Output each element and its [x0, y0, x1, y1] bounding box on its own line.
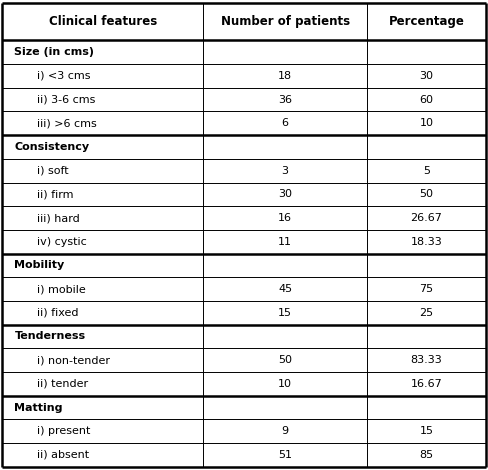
- Text: 16: 16: [278, 213, 292, 223]
- Text: 30: 30: [278, 189, 292, 199]
- Text: Clinical features: Clinical features: [49, 16, 157, 28]
- Text: 5: 5: [423, 166, 430, 176]
- Text: 6: 6: [282, 118, 288, 128]
- Text: 15: 15: [278, 308, 292, 318]
- Text: 9: 9: [282, 426, 288, 436]
- Text: Size (in cms): Size (in cms): [15, 47, 95, 57]
- Text: i) <3 cms: i) <3 cms: [37, 71, 90, 81]
- Text: 30: 30: [419, 71, 433, 81]
- Text: 16.67: 16.67: [410, 379, 442, 389]
- Text: 25: 25: [419, 308, 433, 318]
- Text: 85: 85: [419, 450, 433, 460]
- Text: ii) 3-6 cms: ii) 3-6 cms: [37, 94, 95, 105]
- Text: i) non-tender: i) non-tender: [37, 355, 109, 365]
- Text: 50: 50: [419, 189, 433, 199]
- Text: 15: 15: [419, 426, 433, 436]
- Text: 18.33: 18.33: [410, 237, 442, 247]
- Text: Consistency: Consistency: [15, 142, 90, 152]
- Text: 83.33: 83.33: [410, 355, 442, 365]
- Text: 18: 18: [278, 71, 292, 81]
- Text: 3: 3: [282, 166, 288, 176]
- Text: Mobility: Mobility: [15, 260, 65, 270]
- Text: Tenderness: Tenderness: [15, 331, 85, 341]
- Text: 10: 10: [278, 379, 292, 389]
- Text: ii) firm: ii) firm: [37, 189, 73, 199]
- Text: ii) tender: ii) tender: [37, 379, 88, 389]
- Text: 60: 60: [419, 94, 433, 105]
- Text: ii) fixed: ii) fixed: [37, 308, 78, 318]
- Text: Percentage: Percentage: [388, 16, 464, 28]
- Text: i) present: i) present: [37, 426, 90, 436]
- Text: 10: 10: [419, 118, 433, 128]
- Text: 26.67: 26.67: [410, 213, 442, 223]
- Text: 45: 45: [278, 284, 292, 294]
- Text: iv) cystic: iv) cystic: [37, 237, 86, 247]
- Text: 75: 75: [419, 284, 433, 294]
- Text: i) soft: i) soft: [37, 166, 68, 176]
- Text: 36: 36: [278, 94, 292, 105]
- Text: 51: 51: [278, 450, 292, 460]
- Text: i) mobile: i) mobile: [37, 284, 85, 294]
- Text: 50: 50: [278, 355, 292, 365]
- Text: Matting: Matting: [15, 402, 63, 413]
- Text: iii) hard: iii) hard: [37, 213, 79, 223]
- Text: iii) >6 cms: iii) >6 cms: [37, 118, 96, 128]
- Text: Number of patients: Number of patients: [221, 16, 349, 28]
- Text: 11: 11: [278, 237, 292, 247]
- Text: ii) absent: ii) absent: [37, 450, 89, 460]
